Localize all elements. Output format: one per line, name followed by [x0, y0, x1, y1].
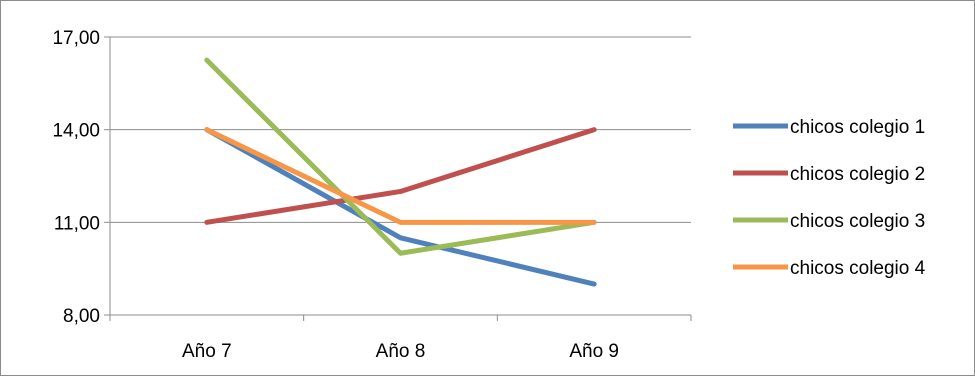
y-tick-label: 11,00: [54, 213, 100, 234]
x-tick-label: Año 8: [376, 341, 426, 362]
legend-label-2: chicos colegio 2: [790, 164, 925, 185]
y-tick-label: 14,00: [52, 121, 100, 142]
series-lines: [204, 57, 597, 287]
legend-label-1: chicos colegio 1: [790, 117, 925, 138]
y-tick-label: 17,00: [52, 28, 100, 49]
axes: 8,00 11,00 14,00 17,00 Año 7 Año 8 Año 9: [52, 28, 692, 362]
legend: chicos colegio 1 chicos colegio 2 chicos c…: [733, 117, 926, 279]
series-line-1: [204, 127, 597, 287]
series-line-2: [204, 127, 597, 225]
x-tick-label: Año 7: [182, 341, 232, 362]
legend-label-3: chicos colegio 3: [790, 211, 925, 232]
series-line-3: [204, 57, 597, 256]
gridlines: [110, 36, 691, 223]
series-line-4: [204, 127, 597, 225]
legend-label-4: chicos colegio 4: [790, 258, 926, 279]
x-tick-label: Año 9: [569, 341, 619, 362]
y-tick-label: 8,00: [63, 306, 100, 327]
